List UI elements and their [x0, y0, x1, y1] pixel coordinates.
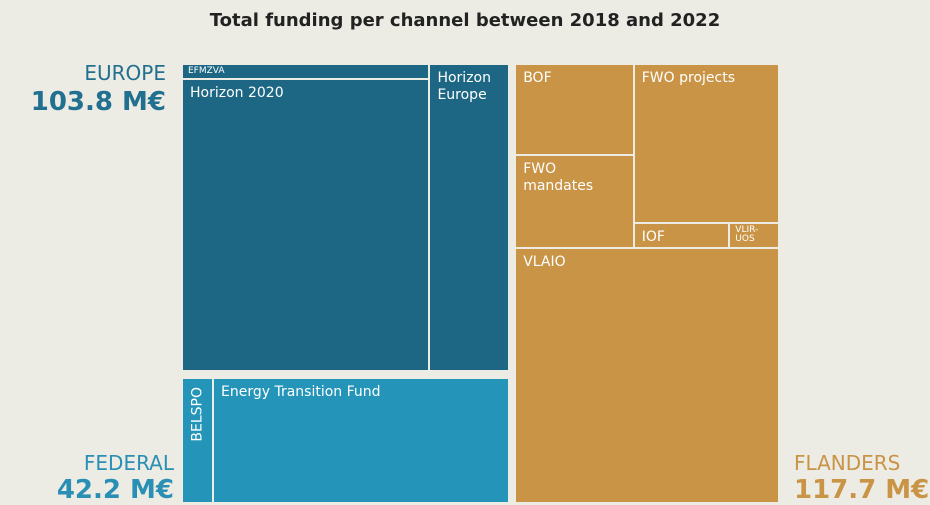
cell-label: Horizon 2020	[190, 84, 284, 101]
cell-label: EFMZVA	[188, 66, 225, 76]
group-value: 42.2 M€	[56, 475, 174, 505]
treemap-cell: VLAIO	[515, 248, 779, 503]
group-name: EUROPE	[84, 61, 166, 85]
cell-label: BELSPO	[189, 387, 205, 442]
treemap-cell: FWO mandates	[515, 155, 634, 249]
treemap-cell: BELSPO	[182, 378, 213, 503]
group-value: 103.8 M€	[30, 87, 166, 117]
cell-label: IOF	[641, 228, 665, 245]
treemap-cell: Horizon 2020	[182, 78, 430, 372]
cell-label: Energy Transition Fund	[221, 384, 381, 401]
cell-label: VLAIO	[523, 254, 566, 271]
cell-label: VLIR-UOS	[735, 224, 759, 244]
cell-label: BOF	[523, 70, 552, 86]
group-name: FEDERAL	[83, 451, 174, 475]
treemap-cell: Energy Transition Fund	[213, 378, 510, 503]
cell-label: FWO projects	[641, 70, 735, 86]
group-name: FLANDERS	[794, 451, 901, 475]
treemap-cell: VLIR-UOS	[729, 222, 779, 249]
treemap-cell: IOF	[633, 222, 730, 249]
treemap-cell: EFMZVA	[182, 64, 430, 79]
cell-label: FWO mandates	[523, 161, 594, 195]
treemap-cell: BOF	[515, 64, 634, 156]
cell-label: Horizon Europe	[437, 70, 491, 103]
chart-title: Total funding per channel between 2018 a…	[209, 10, 721, 31]
treemap-cell: Horizon Europe	[429, 64, 510, 372]
group-value: 117.7 M€	[794, 475, 930, 505]
treemap-cell: FWO projects	[633, 64, 779, 223]
